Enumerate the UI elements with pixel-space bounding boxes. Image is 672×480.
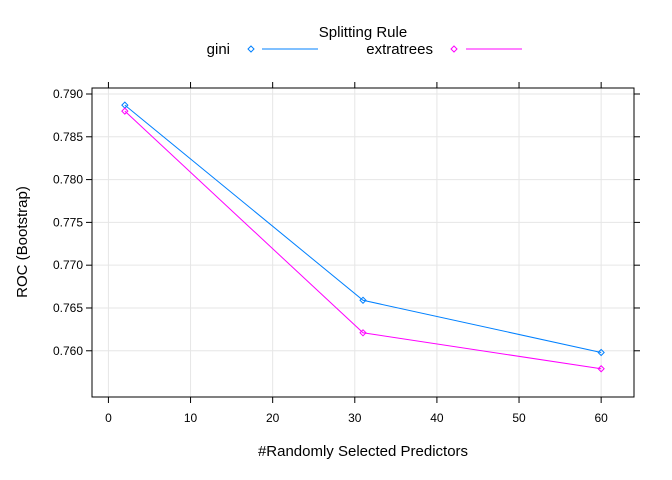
axis-ticks: 0 10 20 30 40 50 60 0.760 0.765 0.770 0.775 0.780 0.… — [53, 82, 640, 425]
x-tick-label: 60 — [594, 411, 608, 425]
data-point-gini — [359, 296, 367, 304]
y-tick-label: 0.785 — [53, 130, 83, 144]
x-tick-label: 0 — [105, 411, 112, 425]
series-line-extratrees — [124, 110, 602, 370]
legend-label-extratrees: extratrees — [366, 41, 433, 58]
legend-label-gini: gini — [207, 41, 230, 58]
legend-marker-gini — [247, 45, 255, 53]
plot-frame — [91, 87, 635, 398]
data-point-gini — [597, 348, 605, 357]
series-lines — [121, 101, 605, 373]
y-axis-label: ROC (Bootstrap) — [14, 186, 31, 298]
data-point-extratrees — [121, 107, 129, 115]
x-tick-label: 10 — [184, 411, 198, 425]
x-tick-label: 50 — [512, 411, 526, 425]
x-axis-label: #Randomly Selected Predictors — [258, 443, 468, 460]
x-tick-label: 30 — [348, 411, 362, 425]
legend: gini extratrees — [207, 41, 522, 58]
y-tick-label: 0.760 — [53, 344, 83, 358]
y-tick-label: 0.790 — [53, 87, 83, 101]
data-point-extratrees — [597, 365, 605, 373]
series-line-gini — [124, 104, 602, 353]
grid-lines — [92, 88, 634, 397]
y-tick-label: 0.765 — [53, 301, 83, 315]
y-tick-label: 0.775 — [53, 215, 83, 229]
x-tick-label: 20 — [266, 411, 280, 425]
y-tick-label: 0.780 — [53, 173, 83, 187]
legend-title: Splitting Rule — [319, 24, 407, 41]
x-tick-label: 40 — [430, 411, 444, 425]
y-tick-label: 0.770 — [53, 258, 83, 272]
legend-marker-extratrees — [450, 45, 458, 53]
data-point-extratrees — [359, 329, 367, 337]
